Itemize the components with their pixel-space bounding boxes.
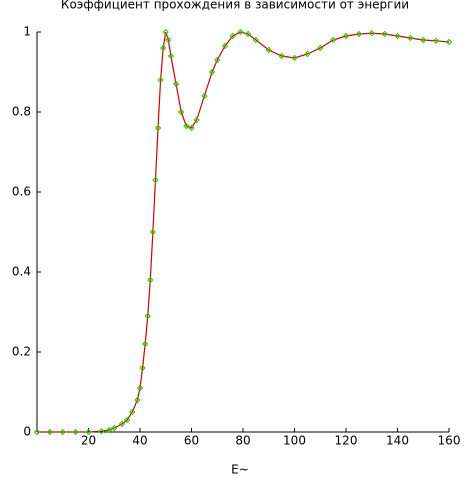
data-point bbox=[129, 408, 136, 416]
x-tick-label: 100 bbox=[283, 434, 306, 448]
x-tick-label: 160 bbox=[438, 434, 461, 448]
x-tick-label: 60 bbox=[184, 434, 199, 448]
data-point bbox=[147, 276, 154, 284]
data-point bbox=[214, 56, 221, 64]
x-tick-label: 120 bbox=[335, 434, 358, 448]
data-point bbox=[85, 428, 92, 436]
data-point bbox=[159, 44, 167, 52]
data-point bbox=[229, 32, 236, 40]
data-point bbox=[167, 52, 175, 60]
data-point bbox=[329, 36, 337, 44]
data-point bbox=[118, 420, 126, 428]
data-line bbox=[37, 31, 450, 433]
data-point bbox=[432, 37, 440, 45]
data-point bbox=[445, 38, 453, 46]
data-point bbox=[252, 36, 260, 44]
data-point bbox=[144, 312, 151, 320]
data-point bbox=[98, 427, 105, 435]
y-tick-label: 0.4 bbox=[12, 265, 31, 279]
y-tick-label: 0.8 bbox=[12, 105, 31, 119]
data-point bbox=[33, 428, 41, 436]
data-point bbox=[342, 32, 350, 40]
y-tick-label: 1 bbox=[23, 25, 31, 39]
chart-title: Коэффициент прохождения в зависимости от… bbox=[61, 0, 409, 12]
data-point bbox=[123, 416, 131, 424]
data-point bbox=[154, 124, 162, 132]
x-tick-label: 80 bbox=[235, 434, 250, 448]
data-point bbox=[244, 30, 252, 38]
data-point bbox=[165, 36, 172, 44]
data-point bbox=[193, 116, 200, 124]
data-point bbox=[221, 42, 229, 50]
x-axis-label: E~ bbox=[231, 463, 249, 477]
data-point bbox=[139, 364, 146, 372]
y-tick-label: 0.2 bbox=[12, 345, 31, 359]
data-point bbox=[46, 428, 54, 436]
data-point bbox=[152, 176, 159, 184]
data-point bbox=[177, 108, 185, 116]
data-point bbox=[304, 50, 311, 58]
y-tick-label: 0.6 bbox=[12, 185, 31, 199]
data-point bbox=[407, 34, 414, 42]
data-point bbox=[394, 32, 401, 40]
data-point bbox=[72, 428, 79, 436]
data-point bbox=[141, 340, 149, 348]
data-point bbox=[111, 424, 118, 432]
data-point bbox=[420, 36, 427, 44]
data-point bbox=[208, 68, 216, 76]
x-tick-label: 20 bbox=[81, 434, 96, 448]
x-tick-label: 40 bbox=[132, 434, 147, 448]
data-point bbox=[381, 30, 388, 38]
data-point bbox=[278, 52, 285, 60]
data-point bbox=[172, 80, 180, 88]
data-point bbox=[317, 44, 324, 52]
data-point bbox=[183, 122, 190, 130]
data-point bbox=[149, 228, 157, 236]
data-point bbox=[136, 384, 144, 392]
data-point bbox=[59, 428, 66, 436]
data-point bbox=[291, 54, 298, 62]
data-point bbox=[134, 396, 141, 404]
data-point bbox=[201, 92, 208, 100]
data-point bbox=[368, 29, 375, 37]
data-point bbox=[105, 426, 113, 434]
data-point bbox=[265, 46, 272, 54]
x-tick-label: 140 bbox=[386, 434, 409, 448]
data-point bbox=[188, 124, 195, 132]
data-point bbox=[355, 30, 363, 38]
data-point bbox=[162, 28, 169, 36]
data-point bbox=[157, 76, 164, 84]
data-point bbox=[237, 28, 244, 36]
y-tick-label: 0 bbox=[23, 425, 31, 439]
